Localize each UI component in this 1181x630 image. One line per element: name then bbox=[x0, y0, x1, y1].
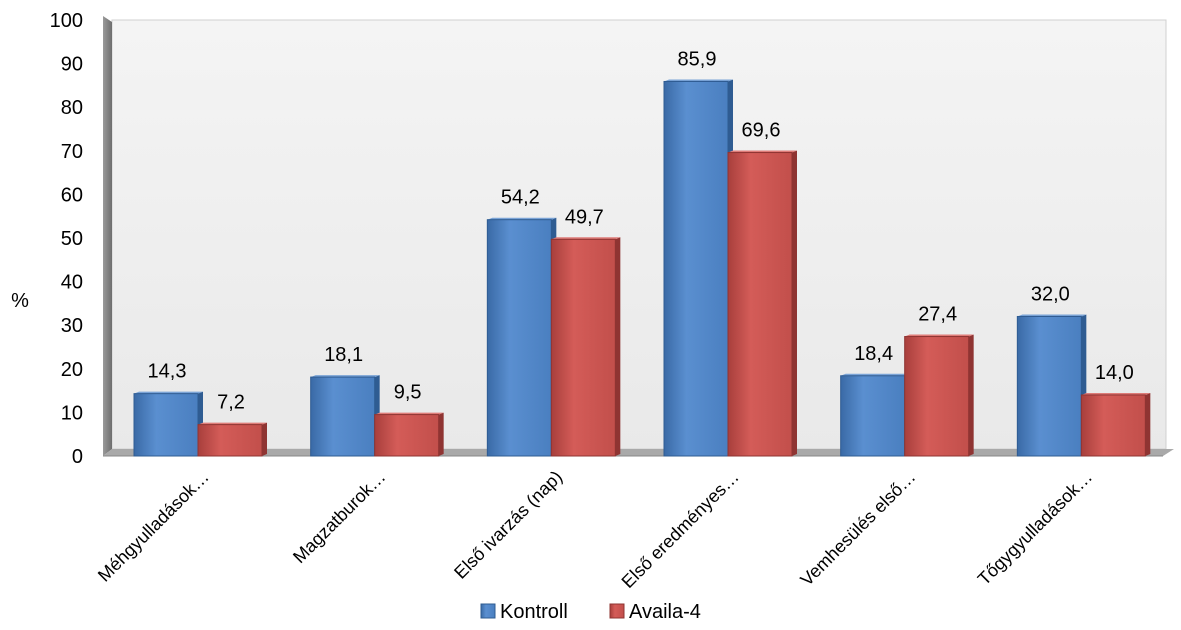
data-label-kontroll: 85,9 bbox=[678, 48, 717, 70]
bar-side-availa bbox=[262, 422, 267, 456]
legend-label-kontroll: Kontroll bbox=[500, 601, 568, 623]
bar-side-availa bbox=[792, 150, 797, 456]
y-tick-label: 30 bbox=[61, 315, 83, 337]
bar-top-kontroll bbox=[310, 375, 380, 378]
bar-kontroll bbox=[486, 219, 552, 457]
category-label: Vemhesülés első… bbox=[796, 467, 919, 590]
bar-top-kontroll bbox=[1017, 314, 1087, 317]
data-label-availa: 9,5 bbox=[394, 382, 422, 404]
bar-kontroll bbox=[840, 375, 906, 457]
bar-kontroll bbox=[1016, 315, 1082, 457]
data-label-kontroll: 18,4 bbox=[854, 343, 893, 365]
legend-label-availa: Availa-4 bbox=[629, 601, 701, 623]
category-label: Első eredményes… bbox=[618, 467, 743, 592]
data-label-kontroll: 14,3 bbox=[148, 361, 187, 383]
bar-side-availa bbox=[1145, 392, 1151, 456]
y-tick-label: 100 bbox=[50, 10, 83, 32]
legend-swatch-availa bbox=[609, 603, 625, 619]
data-label-availa: 49,7 bbox=[565, 206, 604, 228]
data-label-kontroll: 32,0 bbox=[1031, 283, 1070, 305]
legend: Kontroll Availa-4 bbox=[480, 601, 701, 623]
y-axis-wall bbox=[103, 16, 112, 456]
data-label-availa: 14,0 bbox=[1095, 362, 1134, 384]
data-label-availa: 27,4 bbox=[918, 304, 957, 326]
bars bbox=[133, 79, 1151, 457]
category-labels: Méhgyulladások… Magzatburok… Első ivarzás … bbox=[94, 467, 1096, 592]
bar-side-availa bbox=[968, 334, 974, 456]
y-tick-label: 20 bbox=[61, 359, 83, 381]
bar-side-availa bbox=[615, 237, 621, 456]
category-label: Magzatburok… bbox=[289, 467, 389, 567]
bar-availa bbox=[727, 152, 793, 457]
data-label-kontroll: 18,1 bbox=[324, 344, 363, 366]
plot-area bbox=[111, 19, 1167, 450]
data-labels: 14,3 7,2 18,1 9,5 54,2 49,7 85,9 69,6 18,4 27,4 32… bbox=[148, 48, 1134, 413]
y-tick-label: 50 bbox=[61, 228, 83, 250]
y-axis-label: % bbox=[11, 290, 29, 312]
category-label: Tőgygyulladások… bbox=[974, 467, 1096, 589]
bar-kontroll bbox=[133, 393, 199, 457]
y-tick-label: 40 bbox=[61, 272, 83, 294]
data-label-kontroll: 54,2 bbox=[501, 187, 540, 209]
data-label-availa: 69,6 bbox=[742, 120, 781, 142]
y-tick-label: 70 bbox=[61, 141, 83, 163]
bar-availa bbox=[374, 414, 440, 457]
bar-availa bbox=[904, 336, 970, 457]
y-tick-label: 60 bbox=[61, 184, 83, 206]
bar-top-availa bbox=[198, 422, 267, 425]
y-tick-label: 90 bbox=[61, 54, 83, 76]
bar-kontroll bbox=[663, 80, 729, 457]
bar-kontroll bbox=[310, 376, 376, 457]
bar-availa bbox=[197, 424, 263, 457]
bar-availa bbox=[550, 238, 616, 457]
category-label: Első ivarzás (nap) bbox=[450, 467, 566, 583]
bar-top-kontroll bbox=[134, 391, 203, 394]
legend-swatch-kontroll bbox=[480, 603, 496, 619]
y-tick-label: 10 bbox=[61, 402, 83, 424]
bar-availa bbox=[1080, 394, 1146, 457]
y-tick-label: 80 bbox=[61, 97, 83, 119]
y-axis-ticks: 0 10 20 30 40 50 60 70 80 90 100 bbox=[50, 10, 83, 468]
y-tick-label: 0 bbox=[72, 446, 83, 468]
category-label: Méhgyulladások… bbox=[94, 467, 213, 586]
bar-side-availa bbox=[438, 412, 444, 456]
data-label-availa: 7,2 bbox=[217, 392, 245, 414]
